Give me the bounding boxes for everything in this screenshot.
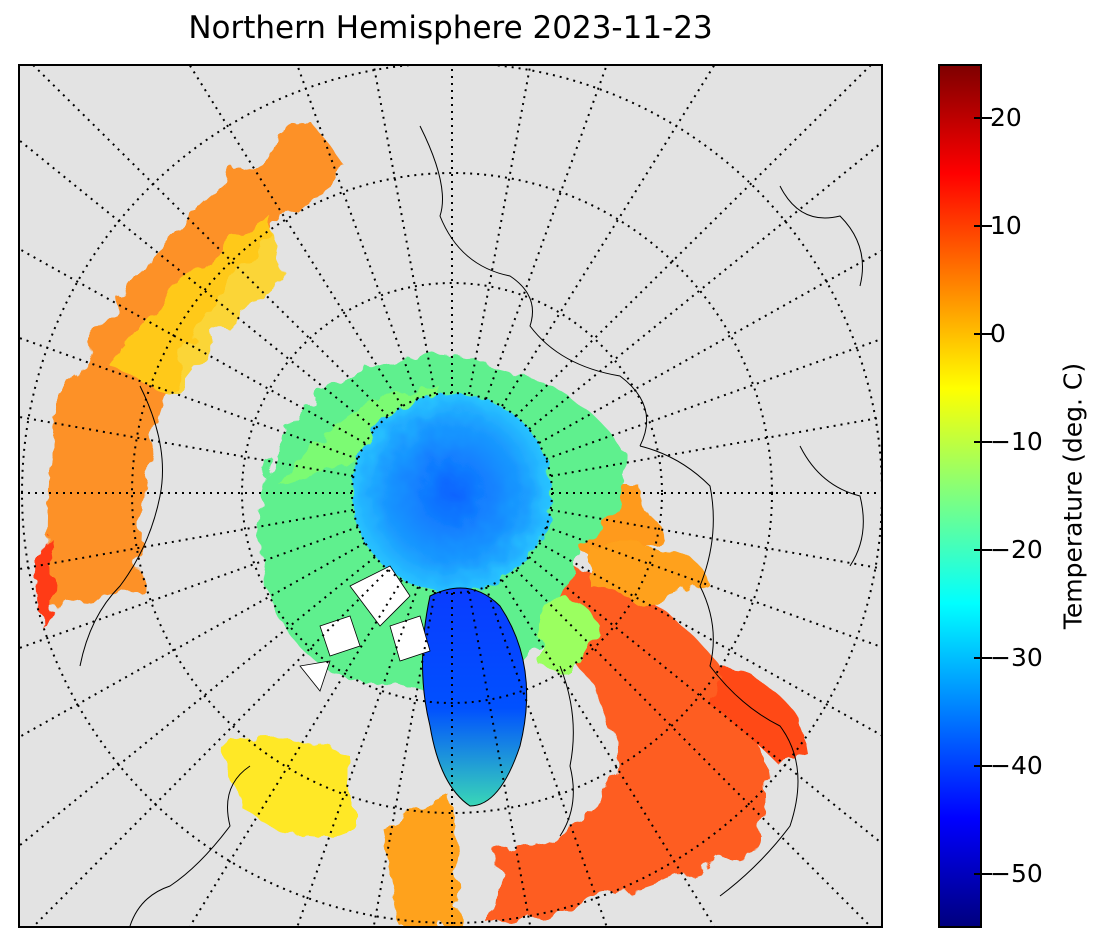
warm-ring [38,121,810,926]
colorbar-tick-inner [974,333,982,335]
colorbar-tick-inner [974,225,982,227]
map-title: Northern Hemisphere 2023-11-23 [188,10,713,46]
colorbar-tick [982,873,992,875]
colorbar-tick-label: 20 [990,103,1022,132]
colorbar-tick-inner [974,657,982,659]
colorbar-tick [982,225,992,227]
colorbar-tick-inner [974,765,982,767]
colorbar-tick-label: −30 [990,643,1043,672]
colorbar-tick [982,765,992,767]
colorbar-tick-inner [974,441,982,443]
colorbar-tick-inner [974,873,982,875]
colorbar-label: Temperature (deg. C) [1058,362,1088,630]
polar-map-svg [20,66,881,926]
colorbar-tick-label: 10 [990,211,1022,240]
colorbar [938,64,982,928]
colorbar-tick-inner [974,549,982,551]
greenland [422,587,528,807]
colorbar-tick [982,549,992,551]
meridian-lines [20,66,881,926]
central-ice-cap [352,393,552,593]
colorbar-tick [982,333,992,335]
canadian-archipelago [299,565,431,692]
colorbar-tick-label: 0 [990,319,1006,348]
colorbar-tick [982,657,992,659]
colorbar-tick-inner [974,117,982,119]
colorbar-tick-label: −20 [990,535,1043,564]
colorbar-tick-label: −40 [990,751,1043,780]
colorbar-tick [982,117,992,119]
colorbar-tick-label: −50 [990,859,1043,888]
colorbar-tick-label: −10 [990,427,1043,456]
colorbar-tick [982,441,992,443]
polar-map[interactable] [18,64,883,928]
